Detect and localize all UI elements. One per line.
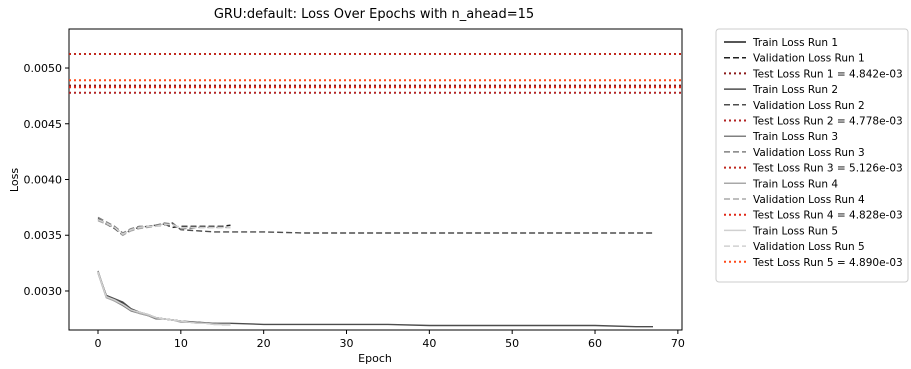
legend-label: Test Loss Run 5 = 4.890e-03 xyxy=(752,257,903,269)
legend-label: Test Loss Run 4 = 4.828e-03 xyxy=(752,210,903,222)
legend-label: Train Loss Run 2 xyxy=(752,84,838,96)
x-tick-label: 30 xyxy=(340,337,354,350)
y-tick-label: 0.0040 xyxy=(24,174,63,187)
y-tick-label: 0.0045 xyxy=(24,118,63,131)
legend-label: Train Loss Run 3 xyxy=(752,131,838,143)
legend-label: Test Loss Run 1 = 4.842e-03 xyxy=(752,68,903,80)
legend-label: Train Loss Run 5 xyxy=(752,225,838,237)
x-tick-label: 20 xyxy=(257,337,271,350)
train-loss-run-2-line xyxy=(97,271,653,328)
x-tick-label: 70 xyxy=(671,337,685,350)
x-tick-label: 50 xyxy=(505,337,519,350)
x-axis-label: Epoch xyxy=(358,352,392,365)
y-axis: 0.0030 0.0035 0.0040 0.0045 0.0050 xyxy=(24,62,69,298)
legend-label: Train Loss Run 4 xyxy=(752,178,838,190)
train-loss-run-5-line xyxy=(97,271,231,326)
legend: Train Loss Run 1 Validation Loss Run 1 Tes… xyxy=(715,28,909,283)
y-tick-label: 0.0050 xyxy=(24,62,63,75)
series-layer xyxy=(69,52,682,328)
y-tick-label: 0.0035 xyxy=(24,229,63,242)
x-tick-label: 60 xyxy=(588,337,602,350)
validation-loss-run-2-line xyxy=(97,217,653,237)
legend-label: Test Loss Run 2 = 4.778e-03 xyxy=(752,116,903,128)
x-axis: 0 10 20 30 40 50 60 70 xyxy=(94,330,685,350)
legend-label: Validation Loss Run 5 xyxy=(753,241,865,253)
legend-label: Train Loss Run 1 xyxy=(752,37,838,49)
legend-label: Validation Loss Run 3 xyxy=(753,147,865,159)
legend-label: Test Loss Run 3 = 5.126e-03 xyxy=(752,163,903,175)
validation-loss-run-5-line xyxy=(97,218,231,235)
train-loss-run-3-line xyxy=(97,270,231,326)
plot-area-frame xyxy=(68,28,683,331)
train-loss-run-4-line xyxy=(97,272,231,326)
train-loss-run-1-line xyxy=(97,271,231,326)
x-tick-label: 10 xyxy=(174,337,188,350)
legend-label: Validation Loss Run 1 xyxy=(753,53,865,65)
validation-loss-run-4-line xyxy=(97,220,231,237)
legend-label: Validation Loss Run 4 xyxy=(753,194,865,206)
x-tick-label: 0 xyxy=(94,337,101,350)
x-tick-label: 40 xyxy=(422,337,436,350)
chart-title: GRU:default: Loss Over Epochs with n_ahe… xyxy=(214,7,534,22)
y-tick-label: 0.0030 xyxy=(24,285,63,298)
legend-frame xyxy=(715,28,909,283)
y-axis-label: Loss xyxy=(8,168,21,192)
legend-label: Validation Loss Run 2 xyxy=(753,100,865,112)
